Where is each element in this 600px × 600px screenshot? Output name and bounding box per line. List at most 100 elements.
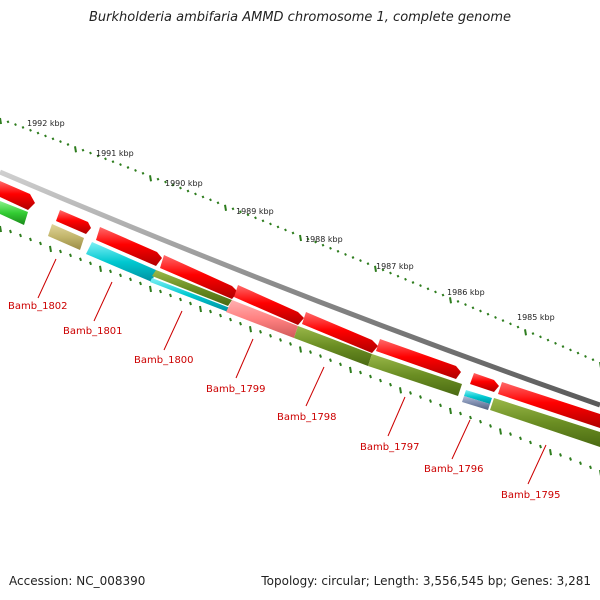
inner-minor-tick	[29, 237, 32, 242]
kbp-label-1992: 1992 kbp	[27, 119, 65, 128]
ruler-minor-tick	[441, 293, 445, 297]
ruler-minor-tick	[411, 281, 415, 284]
gene-feature-forward-3[interactable]	[96, 227, 162, 266]
inner-minor-tick	[419, 395, 422, 399]
ruler-minor-tick	[291, 231, 295, 235]
inner-minor-tick	[439, 403, 442, 408]
gene-feature-forward-1[interactable]	[0, 181, 35, 210]
inner-minor-tick	[209, 309, 212, 314]
gene-label-bamb-1800[interactable]: Bamb_1800	[134, 355, 194, 366]
inner-minor-tick	[359, 370, 362, 375]
ruler-minor-tick	[239, 210, 242, 214]
leader-line	[451, 419, 471, 460]
ruler-minor-tick	[351, 256, 355, 259]
gene-label-bamb-1796[interactable]: Bamb_1796	[424, 464, 484, 475]
gene-feature-forward-6[interactable]	[302, 312, 378, 353]
gene-feature-tan[interactable]	[48, 224, 84, 250]
leader-line	[93, 281, 113, 322]
gene-label-bamb-1795[interactable]: Bamb_1795	[501, 490, 561, 501]
ruler-minor-tick	[66, 143, 70, 146]
leader-line	[163, 310, 183, 351]
gene-feature-forward-5[interactable]	[234, 285, 304, 325]
inner-minor-tick	[539, 444, 542, 449]
inner-major-tick	[499, 428, 502, 435]
inner-minor-tick	[219, 313, 222, 318]
ruler-minor-tick	[179, 186, 182, 190]
inner-minor-tick	[159, 289, 162, 294]
gene-feature-cyan-3[interactable]	[464, 390, 492, 404]
ruler-minor-tick	[359, 259, 362, 263]
ruler-minor-tick	[344, 252, 347, 256]
inner-minor-tick	[559, 453, 562, 457]
kbp-label-1989: 1989 kbp	[236, 207, 274, 216]
gene-feature-forward-9[interactable]	[498, 382, 600, 428]
inner-minor-tick	[339, 362, 342, 367]
ruler-minor-tick	[134, 168, 137, 172]
ruler-minor-tick	[561, 345, 565, 349]
ruler-major-tick	[74, 146, 77, 153]
ruler-major-tick	[299, 234, 302, 242]
ruler-minor-tick	[14, 123, 17, 127]
ruler-minor-tick	[539, 335, 542, 339]
gene-label-bamb-1797[interactable]: Bamb_1797	[360, 442, 420, 453]
gene-feature-olive-1[interactable]	[152, 270, 232, 306]
inner-minor-tick	[39, 241, 42, 246]
gene-feature-olive-3[interactable]	[368, 354, 462, 396]
inner-minor-tick	[309, 350, 312, 354]
gene-feature-forward-2[interactable]	[56, 210, 91, 234]
ruler-minor-tick	[261, 219, 265, 223]
kbp-label-1990: 1990 kbp	[165, 179, 203, 188]
ruler-major-tick	[524, 329, 527, 336]
inner-minor-tick	[489, 424, 492, 428]
gene-feature-green[interactable]	[0, 201, 28, 225]
ruler-minor-tick	[404, 277, 407, 281]
inner-minor-tick	[589, 465, 592, 470]
gene-label-bamb-1798[interactable]: Bamb_1798	[277, 412, 337, 423]
gene-feature-olive-4[interactable]	[490, 398, 600, 447]
gene-feature-olive-2[interactable]	[294, 326, 372, 366]
inner-major-tick	[199, 305, 202, 313]
gene-label-bamb-1801[interactable]: Bamb_1801	[63, 326, 123, 337]
map-title: Burkholderia ambifaria AMMD chromosome 1…	[88, 10, 512, 25]
gene-feature-slate[interactable]	[462, 396, 490, 410]
gene-feature-cyan-1[interactable]	[86, 242, 156, 282]
gene-feature-forward-7[interactable]	[376, 339, 461, 379]
gene-label-bamb-1802[interactable]: Bamb_1802	[8, 301, 68, 312]
inner-major-tick	[299, 346, 302, 353]
inner-major-tick	[99, 265, 102, 272]
inner-minor-tick	[319, 354, 322, 358]
leader-line	[527, 444, 547, 485]
leader-line	[387, 396, 406, 437]
gene-feature-pink[interactable]	[226, 300, 298, 338]
inner-minor-tick	[129, 277, 132, 282]
ruler-minor-tick	[584, 354, 587, 358]
ruler-minor-tick	[456, 299, 460, 303]
inner-minor-tick	[179, 297, 182, 302]
ruler-minor-tick	[209, 198, 212, 202]
ruler-minor-tick	[59, 140, 62, 144]
ruler-minor-tick	[426, 287, 430, 291]
ruler-major-tick	[224, 204, 227, 211]
ruler-minor-tick	[156, 177, 160, 181]
ruler-minor-tick	[119, 163, 122, 167]
inner-major-tick	[49, 245, 52, 253]
inner-minor-tick	[409, 391, 412, 395]
gene-feature-forward-8[interactable]	[470, 373, 499, 392]
ruler-minor-tick	[329, 246, 332, 250]
inner-minor-tick	[259, 329, 262, 334]
ruler-minor-tick	[486, 312, 490, 316]
inner-major-tick	[0, 225, 2, 233]
gene-label-bamb-1799[interactable]: Bamb_1799	[206, 384, 266, 395]
chromosome-backbone	[0, 169, 600, 408]
inner-minor-tick	[429, 399, 432, 403]
ruler-minor-tick	[194, 192, 197, 196]
ruler-minor-tick	[104, 157, 107, 161]
inner-minor-tick	[59, 249, 62, 254]
inner-minor-tick	[569, 457, 572, 461]
ruler-minor-tick	[164, 180, 167, 184]
gene-feature-cyan-2[interactable]	[150, 278, 230, 312]
gene-feature-forward-4[interactable]	[160, 255, 238, 299]
ruler-minor-tick	[231, 207, 235, 211]
inner-minor-tick	[9, 229, 12, 234]
